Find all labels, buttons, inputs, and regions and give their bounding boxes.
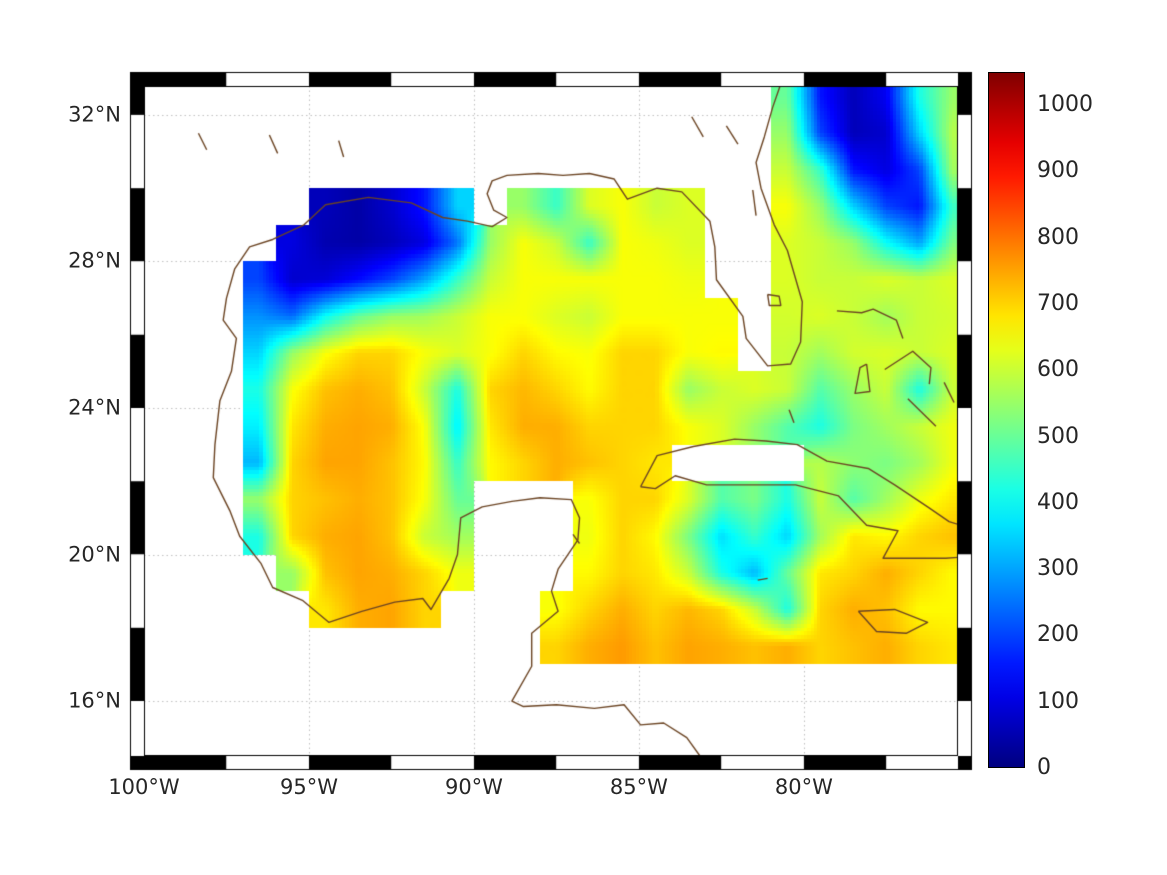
- colorbar-tick-label: 300: [1037, 556, 1079, 582]
- y-tick-label: 24°N: [68, 395, 121, 420]
- y-tick-label: 20°N: [68, 542, 121, 567]
- colorbar-tick-label: 700: [1037, 291, 1079, 316]
- y-tick-label: 32°N: [68, 102, 121, 127]
- x-tick-label: 100°W: [108, 775, 180, 799]
- colorbar-tick-label: 1000: [1037, 92, 1093, 118]
- x-tick-label: 95°W: [279, 775, 338, 799]
- y-tick-label: 16°N: [68, 688, 121, 713]
- colorbar-tick-label: 400: [1037, 489, 1079, 515]
- colorbar-tick-label: 100: [1037, 688, 1079, 714]
- colorbar-tick-label: 0: [1037, 755, 1051, 780]
- colorbar-tick-label: 200: [1037, 622, 1079, 648]
- colorbar-gradient: [988, 72, 1025, 768]
- colorbar-tick-label: 600: [1037, 357, 1079, 383]
- colorbar-tick-label: 500: [1037, 423, 1079, 449]
- colorbar-tick-label: 800: [1037, 224, 1079, 250]
- x-tick-label: 90°W: [444, 775, 503, 799]
- y-tick-label: 28°N: [68, 248, 121, 273]
- colorbar-tick-label: 900: [1037, 158, 1079, 184]
- x-tick-label: 85°W: [609, 775, 668, 799]
- x-tick-label: 80°W: [774, 775, 833, 799]
